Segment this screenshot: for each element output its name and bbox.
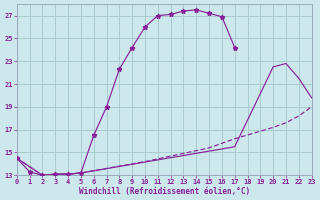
X-axis label: Windchill (Refroidissement éolien,°C): Windchill (Refroidissement éolien,°C) <box>79 187 250 196</box>
